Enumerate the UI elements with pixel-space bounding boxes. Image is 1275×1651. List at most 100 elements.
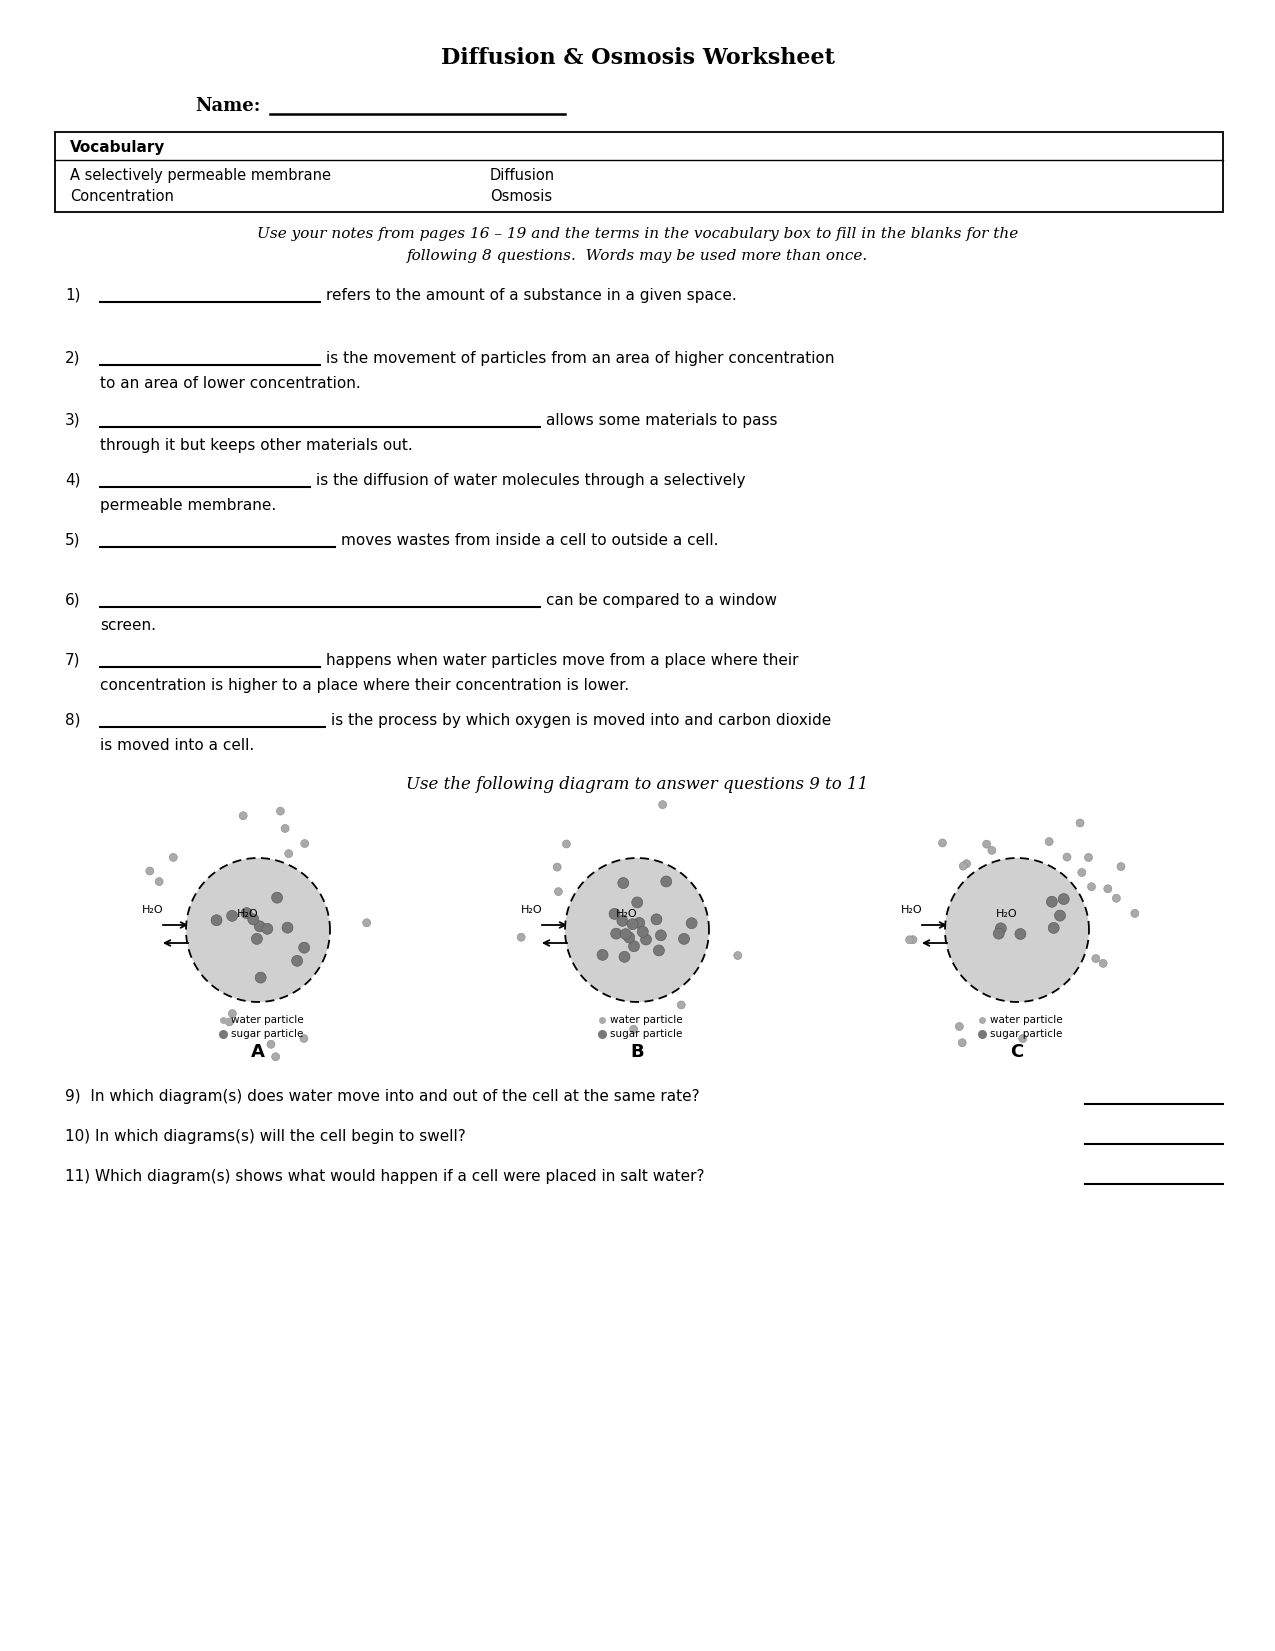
Circle shape [959,862,968,870]
Circle shape [555,888,562,895]
Text: H₂O: H₂O [143,905,163,915]
Circle shape [284,850,293,857]
Circle shape [1015,928,1026,939]
Text: refers to the amount of a substance in a given space.: refers to the amount of a substance in a… [326,287,737,302]
Circle shape [1085,854,1093,862]
Text: Use your notes from pages 16 – 19 and the terms in the vocabulary box to fill in: Use your notes from pages 16 – 19 and th… [256,226,1019,241]
Text: A selectively permeable membrane: A selectively permeable membrane [70,167,332,183]
Circle shape [620,928,631,939]
Circle shape [1076,819,1084,827]
Text: 8): 8) [65,713,80,728]
Circle shape [251,933,263,944]
Circle shape [280,824,289,832]
Circle shape [617,915,627,926]
Circle shape [655,930,667,941]
Circle shape [518,933,525,941]
Text: sugar particle: sugar particle [609,1029,682,1038]
Text: 3): 3) [65,413,80,428]
Circle shape [611,928,622,939]
Text: to an area of lower concentration.: to an area of lower concentration. [99,375,361,391]
Circle shape [1104,885,1112,893]
Circle shape [300,1035,307,1042]
Circle shape [1077,868,1086,877]
Circle shape [1112,895,1121,901]
Circle shape [254,921,265,931]
Circle shape [553,863,561,872]
Circle shape [938,839,946,847]
Circle shape [282,923,293,933]
Circle shape [1063,854,1071,862]
Text: sugar particle: sugar particle [231,1029,303,1038]
Text: allows some materials to pass: allows some materials to pass [546,413,778,428]
Text: Use the following diagram to answer questions 9 to 11: Use the following diagram to answer ques… [407,776,868,792]
Circle shape [362,920,371,926]
Circle shape [609,908,620,920]
Circle shape [653,944,664,956]
Text: A: A [251,1043,265,1062]
Text: Diffusion: Diffusion [490,167,555,183]
Circle shape [634,918,645,928]
Text: H₂O: H₂O [521,905,543,915]
Circle shape [678,933,690,944]
Circle shape [686,918,697,930]
Text: screen.: screen. [99,617,156,632]
Circle shape [988,847,996,854]
Circle shape [638,926,648,938]
Circle shape [652,915,662,925]
Circle shape [733,951,742,959]
Circle shape [963,860,970,868]
Text: water particle: water particle [989,1015,1062,1025]
Circle shape [1091,954,1100,963]
Text: 5): 5) [65,533,80,548]
Text: H₂O: H₂O [616,910,638,920]
Text: 11) Which diagram(s) shows what would happen if a cell were placed in salt water: 11) Which diagram(s) shows what would ha… [65,1169,705,1184]
Circle shape [1048,923,1060,933]
Circle shape [629,941,640,951]
Circle shape [272,892,283,903]
Circle shape [1099,959,1107,967]
Circle shape [255,972,266,982]
Text: moves wastes from inside a cell to outside a cell.: moves wastes from inside a cell to outsi… [340,533,719,548]
Circle shape [1019,1035,1026,1043]
Text: 4): 4) [65,472,80,487]
Text: Osmosis: Osmosis [490,188,552,203]
Circle shape [983,840,991,849]
Circle shape [630,1025,638,1034]
Circle shape [156,878,163,885]
Circle shape [677,1001,685,1009]
Circle shape [631,896,643,908]
Circle shape [955,1022,964,1030]
Bar [55,132,1223,211]
Circle shape [562,840,570,849]
Circle shape [640,934,652,944]
Circle shape [226,1019,233,1025]
Text: C: C [1010,1043,1024,1062]
Circle shape [993,928,1005,939]
Text: permeable membrane.: permeable membrane. [99,497,277,512]
Text: water particle: water particle [231,1015,303,1025]
Circle shape [292,956,302,966]
Circle shape [565,859,709,1002]
Circle shape [298,943,310,953]
Text: following 8 questions.  Words may be used more than once.: following 8 questions. Words may be used… [407,249,868,263]
Circle shape [227,910,237,921]
Circle shape [186,859,330,1002]
Circle shape [909,936,917,944]
Circle shape [1047,896,1057,908]
Text: is the diffusion of water molecules through a selectively: is the diffusion of water molecules thro… [316,472,746,487]
Circle shape [660,877,672,887]
Circle shape [228,1009,236,1017]
Circle shape [959,1038,966,1047]
Circle shape [1054,910,1066,921]
Text: Diffusion & Osmosis Worksheet: Diffusion & Osmosis Worksheet [441,46,834,69]
Circle shape [240,812,247,821]
Circle shape [1117,862,1125,870]
Circle shape [1131,910,1139,918]
Circle shape [945,859,1089,1002]
Text: H₂O: H₂O [901,905,923,915]
Text: 6): 6) [65,593,80,608]
Circle shape [266,1040,275,1048]
Circle shape [618,951,630,963]
Text: water particle: water particle [609,1015,682,1025]
Text: is moved into a cell.: is moved into a cell. [99,738,254,753]
